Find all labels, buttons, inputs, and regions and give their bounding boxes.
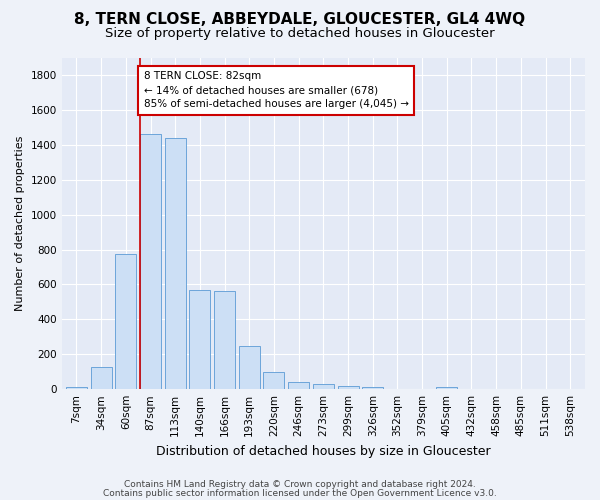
Bar (91, 368, 112, 389)
Text: Contains public sector information licensed under the Open Government Licence v3: Contains public sector information licen… (103, 488, 497, 498)
Bar (288, 382, 309, 389)
Bar (436, 386, 457, 389)
Bar (313, 384, 334, 389)
Y-axis label: Number of detached properties: Number of detached properties (15, 136, 25, 311)
Bar (338, 386, 359, 389)
Text: Contains HM Land Registry data © Crown copyright and database right 2024.: Contains HM Land Registry data © Crown c… (124, 480, 476, 489)
Bar (190, 290, 211, 389)
Bar (140, 134, 161, 389)
Bar (362, 386, 383, 389)
Bar (66, 388, 87, 389)
Bar (165, 138, 186, 389)
Text: Size of property relative to detached houses in Gloucester: Size of property relative to detached ho… (105, 28, 495, 40)
X-axis label: Distribution of detached houses by size in Gloucester: Distribution of detached houses by size … (156, 444, 491, 458)
Text: 8 TERN CLOSE: 82sqm
← 14% of detached houses are smaller (678)
85% of semi-detac: 8 TERN CLOSE: 82sqm ← 14% of detached ho… (143, 72, 409, 110)
Bar (239, 346, 260, 389)
Bar (214, 292, 235, 389)
Text: 8, TERN CLOSE, ABBEYDALE, GLOUCESTER, GL4 4WQ: 8, TERN CLOSE, ABBEYDALE, GLOUCESTER, GL… (74, 12, 526, 28)
Bar (115, 254, 136, 389)
Bar (263, 372, 284, 389)
